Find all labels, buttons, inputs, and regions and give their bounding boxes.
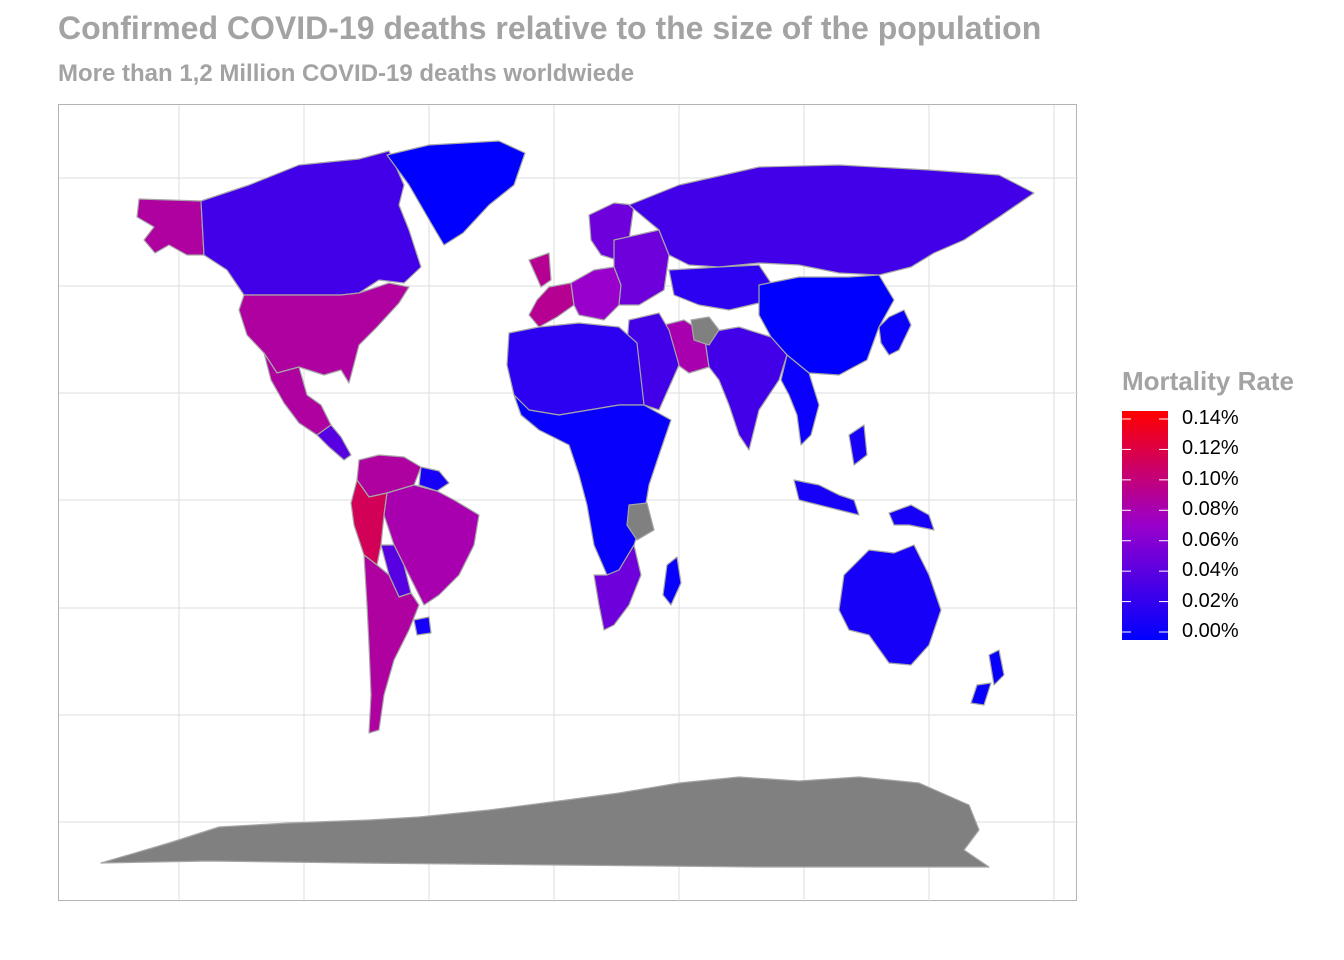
region-madagascar	[662, 556, 682, 606]
legend-label: 0.12%	[1182, 437, 1239, 460]
region-greenland	[386, 140, 526, 246]
region-spain-france-uk	[528, 282, 575, 328]
legend-label: 0.00%	[1182, 620, 1239, 642]
legend-label: 0.10%	[1182, 467, 1239, 490]
region-indonesia-philippines	[848, 424, 868, 466]
region-eastern-europe	[613, 229, 670, 306]
legend-label: 0.08%	[1182, 498, 1239, 521]
region-new-zealand	[988, 649, 1005, 686]
region-western-europe	[570, 266, 622, 321]
region-spain-france-uk	[528, 252, 552, 288]
map-subtitle: More than 1,2 Million COVID-19 deaths wo…	[58, 60, 635, 87]
region-australia	[838, 544, 942, 666]
region-united-states	[238, 282, 410, 384]
region-canada	[200, 150, 422, 296]
map-title: Confirmed COVID-19 deaths relative to th…	[58, 10, 1042, 46]
legend-label: 0.02%	[1182, 589, 1239, 612]
region-central-asia	[668, 264, 772, 311]
map-panel	[58, 104, 1078, 902]
region-antarctica-no-data	[100, 776, 990, 868]
region-russia	[628, 164, 1035, 276]
region-central-america	[316, 424, 352, 461]
region-japan-korea	[878, 309, 912, 356]
region-argentina-chile	[363, 554, 420, 734]
region-indonesia-philippines	[888, 504, 935, 531]
region-peru	[350, 479, 388, 566]
region-afghanistan-tanzania-no-data	[626, 502, 655, 541]
region-guianas	[418, 466, 450, 492]
region-alaska	[136, 198, 205, 256]
region-india-south-asia	[703, 326, 788, 451]
region-indonesia-philippines	[793, 479, 860, 516]
world-map	[59, 105, 1078, 902]
legend-label: 0.04%	[1182, 559, 1239, 582]
region-new-zealand	[970, 682, 992, 706]
legend-label: 0.14%	[1182, 407, 1239, 429]
legend-colorbar	[1122, 411, 1168, 640]
region-southeast-asia	[780, 354, 820, 446]
region-north-africa	[506, 322, 645, 416]
region-uruguay	[413, 616, 432, 636]
region-southern-africa	[593, 544, 642, 631]
region-central-africa	[513, 394, 672, 576]
regions	[100, 140, 1035, 868]
region-afghanistan-tanzania-no-data	[690, 316, 720, 346]
legend-title: Mortality Rate	[1122, 366, 1294, 396]
legend-label: 0.06%	[1182, 528, 1239, 551]
